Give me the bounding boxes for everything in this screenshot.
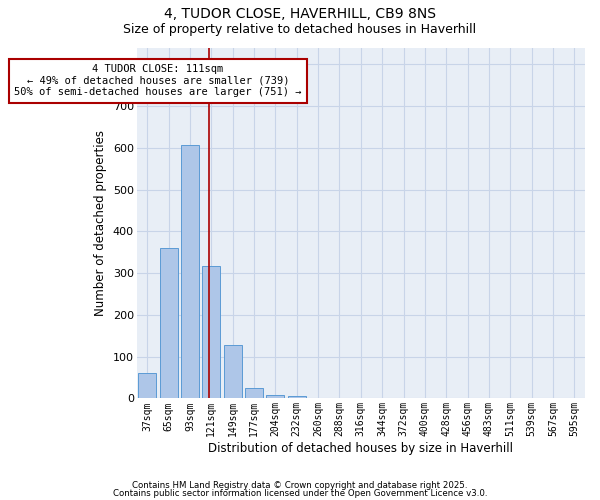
Text: 4 TUDOR CLOSE: 111sqm
← 49% of detached houses are smaller (739)
50% of semi-det: 4 TUDOR CLOSE: 111sqm ← 49% of detached … [14,64,302,98]
Bar [181,145,199,399]
Text: 4, TUDOR CLOSE, HAVERHILL, CB9 8NS: 4, TUDOR CLOSE, HAVERHILL, CB9 8NS [164,8,436,22]
Text: Contains HM Land Registry data © Crown copyright and database right 2025.: Contains HM Land Registry data © Crown c… [132,481,468,490]
Bar [160,248,178,398]
X-axis label: Distribution of detached houses by size in Haverhill: Distribution of detached houses by size … [208,442,514,455]
Bar [266,395,284,398]
Text: Contains public sector information licensed under the Open Government Licence v3: Contains public sector information licen… [113,488,487,498]
Bar [138,372,157,398]
Bar [224,346,242,399]
Y-axis label: Number of detached properties: Number of detached properties [94,130,107,316]
Text: Size of property relative to detached houses in Haverhill: Size of property relative to detached ho… [124,22,476,36]
Bar [245,388,263,398]
Bar [202,266,220,398]
Bar [287,396,306,398]
